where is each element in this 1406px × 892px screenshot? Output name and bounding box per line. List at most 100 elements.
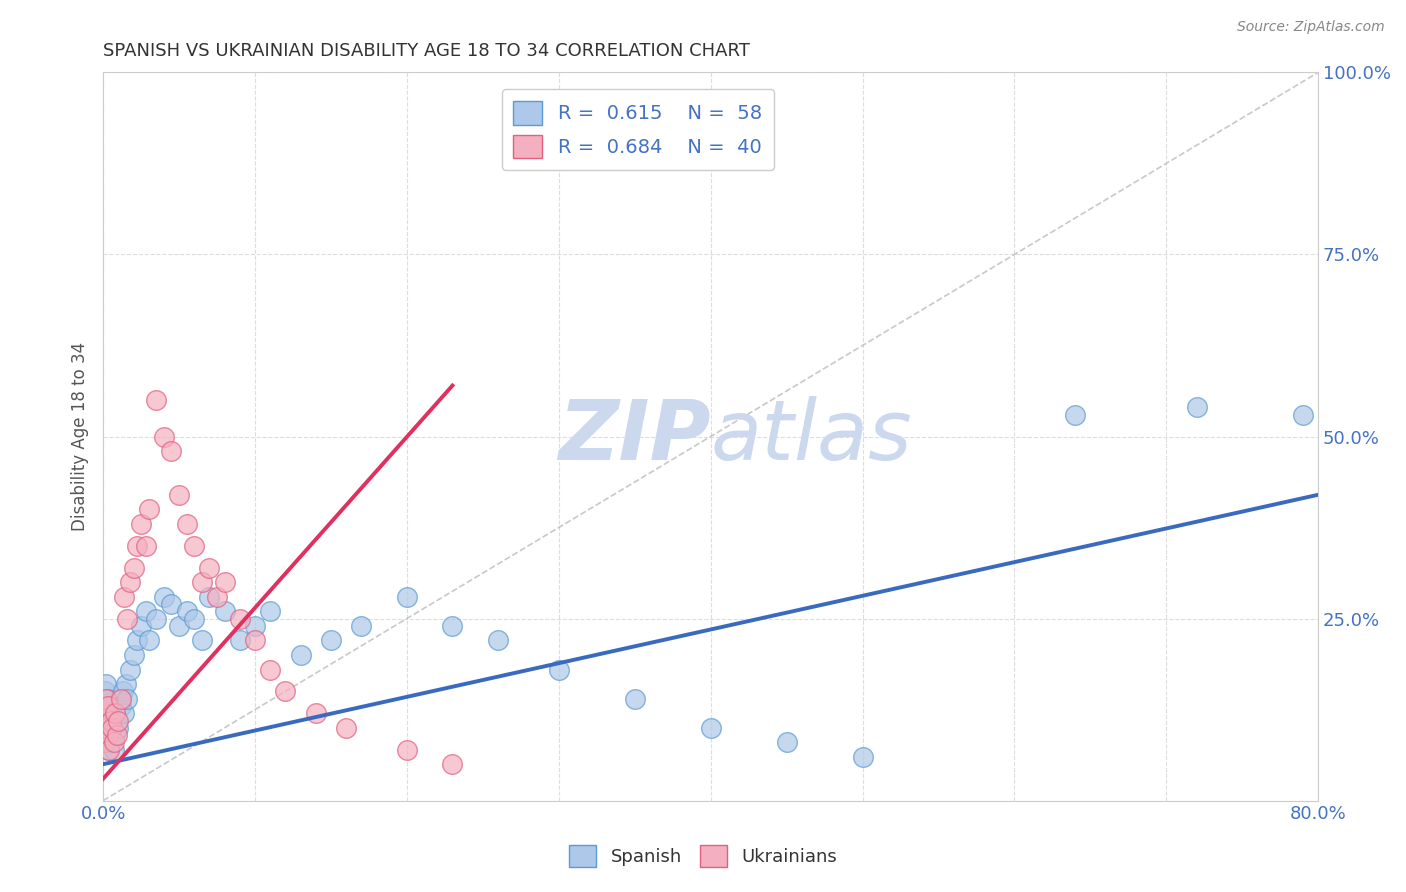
Point bbox=[101, 721, 124, 735]
Point bbox=[117, 611, 139, 625]
Point bbox=[395, 742, 418, 756]
Point bbox=[243, 619, 266, 633]
Point bbox=[97, 714, 120, 728]
Point bbox=[129, 619, 152, 633]
Point bbox=[214, 575, 236, 590]
Point bbox=[108, 691, 131, 706]
Point bbox=[167, 619, 190, 633]
Point bbox=[274, 684, 297, 698]
Legend: Spanish, Ukrainians: Spanish, Ukrainians bbox=[562, 838, 844, 874]
Point bbox=[243, 633, 266, 648]
Point bbox=[104, 706, 127, 721]
Point bbox=[122, 560, 145, 574]
Point bbox=[97, 742, 120, 756]
Point bbox=[135, 604, 157, 618]
Point bbox=[699, 721, 721, 735]
Point bbox=[153, 590, 176, 604]
Point bbox=[125, 539, 148, 553]
Point bbox=[103, 735, 125, 749]
Point bbox=[111, 684, 134, 698]
Point bbox=[93, 735, 115, 749]
Text: atlas: atlas bbox=[710, 396, 912, 477]
Point bbox=[183, 611, 205, 625]
Point bbox=[101, 721, 124, 735]
Point bbox=[100, 735, 122, 749]
Point bbox=[93, 735, 115, 749]
Point bbox=[98, 742, 121, 756]
Point bbox=[198, 590, 221, 604]
Point bbox=[547, 663, 569, 677]
Point bbox=[100, 714, 122, 728]
Point bbox=[153, 429, 176, 443]
Point bbox=[122, 648, 145, 662]
Point bbox=[191, 575, 214, 590]
Point bbox=[441, 619, 464, 633]
Point bbox=[112, 590, 135, 604]
Point bbox=[214, 604, 236, 618]
Point bbox=[138, 633, 160, 648]
Point bbox=[176, 516, 198, 531]
Text: SPANISH VS UKRAINIAN DISABILITY AGE 18 TO 34 CORRELATION CHART: SPANISH VS UKRAINIAN DISABILITY AGE 18 T… bbox=[103, 42, 749, 60]
Point bbox=[117, 691, 139, 706]
Point bbox=[97, 728, 120, 742]
Point bbox=[107, 721, 129, 735]
Point bbox=[259, 663, 281, 677]
Point bbox=[183, 539, 205, 553]
Point bbox=[105, 714, 128, 728]
Point bbox=[120, 663, 142, 677]
Point bbox=[319, 633, 342, 648]
Point bbox=[96, 721, 118, 735]
Text: Source: ZipAtlas.com: Source: ZipAtlas.com bbox=[1237, 20, 1385, 34]
Point bbox=[305, 706, 328, 721]
Point bbox=[96, 721, 118, 735]
Point bbox=[104, 728, 127, 742]
Point bbox=[198, 560, 221, 574]
Point bbox=[97, 698, 120, 713]
Point bbox=[229, 633, 252, 648]
Point bbox=[259, 604, 281, 618]
Y-axis label: Disability Age 18 to 34: Disability Age 18 to 34 bbox=[72, 342, 89, 531]
Point bbox=[441, 757, 464, 772]
Point bbox=[104, 706, 127, 721]
Point bbox=[775, 735, 797, 749]
Point bbox=[97, 691, 120, 706]
Point bbox=[1064, 408, 1087, 422]
Point bbox=[229, 611, 252, 625]
Point bbox=[1292, 408, 1315, 422]
Point bbox=[93, 706, 115, 721]
Point bbox=[103, 742, 125, 756]
Point bbox=[98, 706, 121, 721]
Point bbox=[486, 633, 509, 648]
Point bbox=[96, 698, 118, 713]
Point bbox=[335, 721, 357, 735]
Point bbox=[205, 590, 228, 604]
Point bbox=[135, 539, 157, 553]
Point bbox=[160, 444, 183, 458]
Text: ZIP: ZIP bbox=[558, 396, 710, 477]
Point bbox=[395, 590, 418, 604]
Point bbox=[138, 502, 160, 516]
Point bbox=[93, 684, 115, 698]
Point bbox=[623, 691, 645, 706]
Point bbox=[160, 597, 183, 611]
Point bbox=[290, 648, 312, 662]
Point bbox=[851, 750, 873, 764]
Point bbox=[145, 393, 167, 408]
Point bbox=[101, 698, 124, 713]
Point bbox=[145, 611, 167, 625]
Point bbox=[191, 633, 214, 648]
Point bbox=[98, 728, 121, 742]
Point bbox=[167, 488, 190, 502]
Point bbox=[110, 691, 132, 706]
Point bbox=[100, 714, 122, 728]
Legend: R =  0.615    N =  58, R =  0.684    N =  40: R = 0.615 N = 58, R = 0.684 N = 40 bbox=[502, 89, 773, 170]
Point bbox=[1185, 401, 1208, 415]
Point bbox=[350, 619, 373, 633]
Point bbox=[125, 633, 148, 648]
Point bbox=[110, 698, 132, 713]
Point bbox=[107, 714, 129, 728]
Point bbox=[129, 516, 152, 531]
Point bbox=[96, 677, 118, 691]
Point bbox=[176, 604, 198, 618]
Point bbox=[96, 691, 118, 706]
